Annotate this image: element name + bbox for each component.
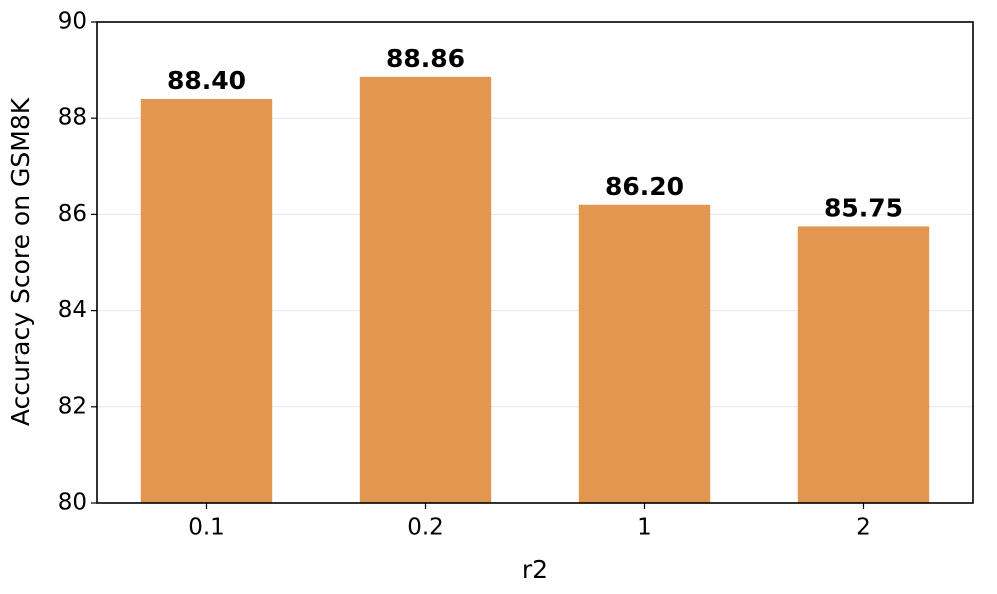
y-tick-label: 80 <box>58 490 87 516</box>
bar <box>578 204 711 503</box>
value-label: 88.40 <box>167 66 246 95</box>
y-tick-label: 88 <box>58 105 87 131</box>
x-tick-label: 2 <box>856 515 871 541</box>
bar <box>797 226 930 504</box>
y-tick-label: 84 <box>58 297 87 323</box>
y-tick-label: 82 <box>58 393 87 419</box>
bar <box>359 76 492 504</box>
value-label: 88.86 <box>386 44 465 73</box>
x-axis-label: r2 <box>522 555 548 584</box>
x-tick-label: 0.2 <box>407 515 444 541</box>
y-tick-label: 86 <box>58 201 87 227</box>
y-axis-label: Accuracy Score on GSM8K <box>6 97 35 426</box>
y-tick-label: 90 <box>58 9 87 35</box>
x-tick-label: 1 <box>637 515 652 541</box>
x-tick-label: 0.1 <box>188 515 225 541</box>
bar <box>140 98 273 504</box>
value-label: 85.75 <box>824 193 903 222</box>
plot-frame <box>96 21 974 504</box>
value-label: 86.20 <box>605 172 684 201</box>
